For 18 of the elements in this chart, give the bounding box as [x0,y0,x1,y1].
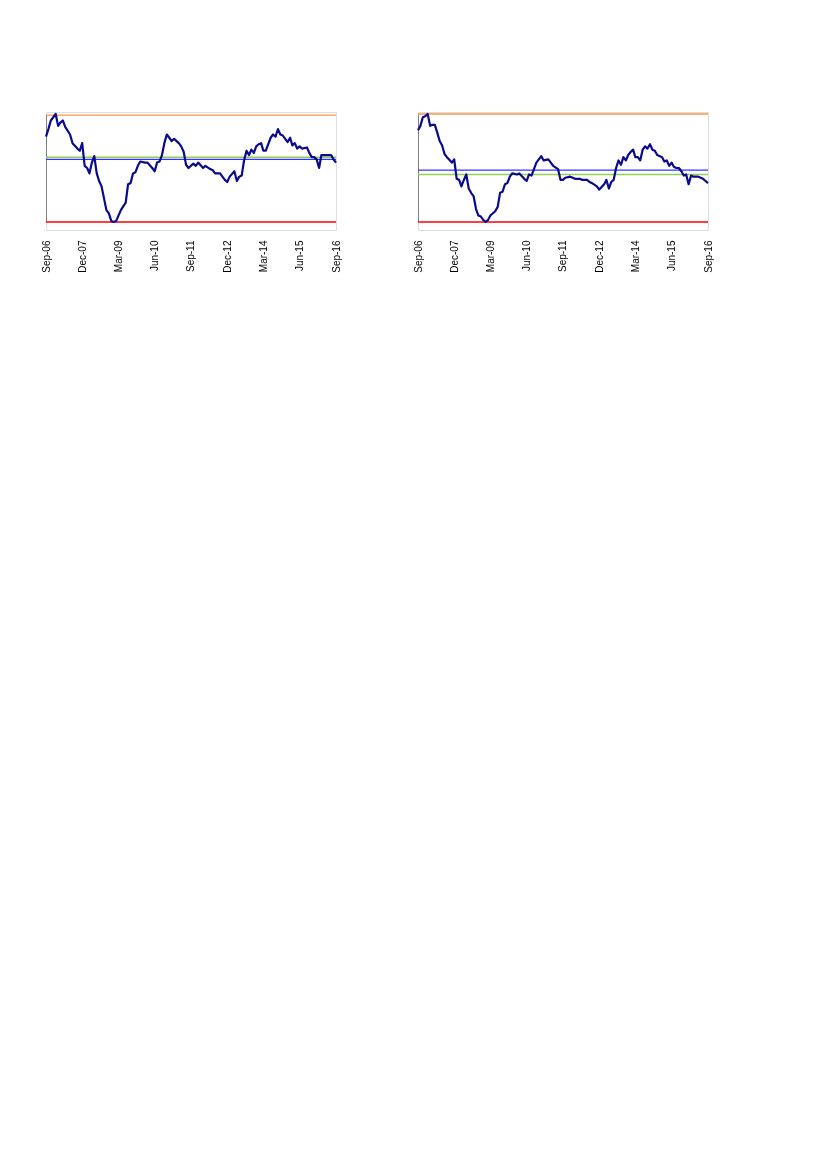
x-tick-label: Sep-16 [330,240,342,273]
x-tick-label: Mar-14 [257,240,269,273]
x-tick-label: Jun-10 [521,240,533,272]
x-tick-label: Sep-11 [185,240,197,273]
x-tick-label: Sep-06 [40,240,52,273]
x-tick-label: Sep-16 [702,240,714,273]
x-tick-label: Sep-11 [557,240,569,273]
x-tick-label: Mar-09 [112,240,124,273]
x-tick-label: Jun-10 [149,240,161,272]
x-tick-label: Dec-07 [448,240,460,273]
x-tick-label: Dec-12 [221,240,233,273]
x-tick-label: Sep-06 [412,240,424,273]
x-tick-label: Jun-15 [294,240,306,272]
x-tick-label: Mar-14 [629,240,641,273]
x-tick-label: Dec-12 [593,240,605,273]
x-tick-label: Dec-07 [76,240,88,273]
x-tick-label: Jun-15 [666,240,678,272]
x-tick-label: Mar-09 [484,240,496,273]
